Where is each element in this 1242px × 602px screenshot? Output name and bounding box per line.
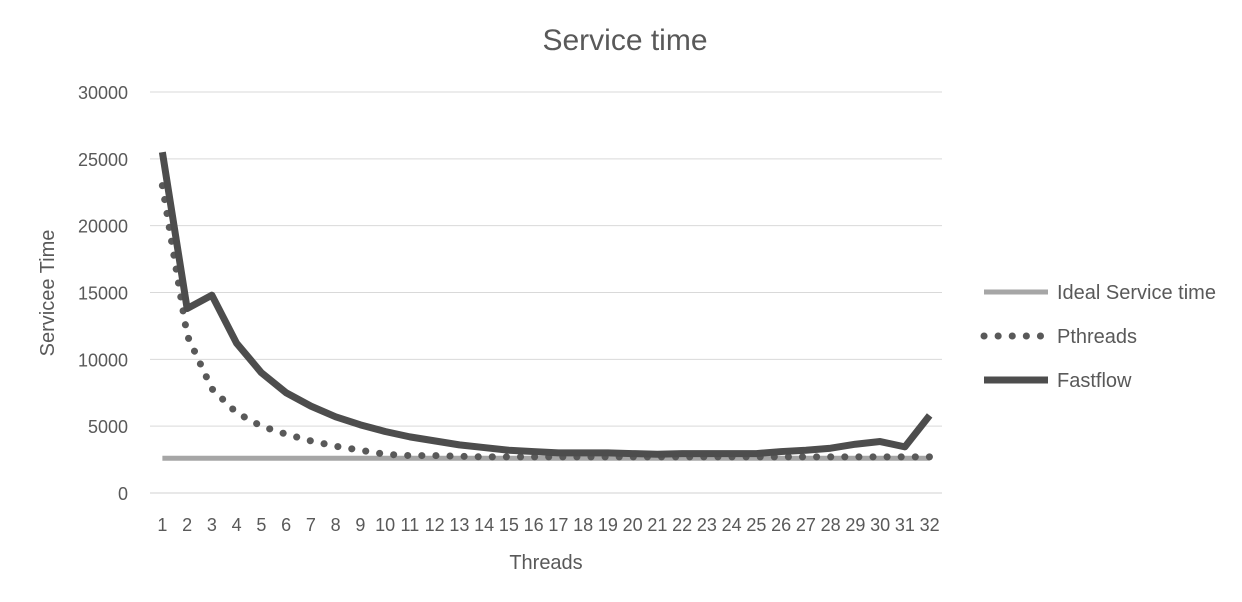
x-tick-label: 18: [573, 515, 593, 535]
x-tick-label: 25: [746, 515, 766, 535]
x-tick-label: 1: [157, 515, 167, 535]
x-tick-label: 14: [474, 515, 494, 535]
y-tick-label: 10000: [78, 350, 128, 370]
x-tick-label: 23: [697, 515, 717, 535]
y-tick-label: 20000: [78, 217, 128, 237]
y-tick-label: 15000: [78, 284, 128, 304]
x-tick-label: 3: [207, 515, 217, 535]
y-tick-label: 30000: [78, 83, 128, 103]
x-tick-label: 7: [306, 515, 316, 535]
x-tick-label: 31: [895, 515, 915, 535]
series-line-fastflow: [158, 151, 933, 458]
x-tick-label: 4: [232, 515, 242, 535]
grid: [150, 91, 942, 494]
x-tick-label: 21: [647, 515, 667, 535]
legend-label: Fastflow: [1057, 370, 1132, 392]
y-tick-label: 5000: [88, 417, 128, 437]
x-tick-label: 17: [548, 515, 568, 535]
x-tick-label: 13: [449, 515, 469, 535]
legend-label: Pthreads: [1057, 326, 1137, 348]
x-tick-label: 20: [623, 515, 643, 535]
x-tick-label: 6: [281, 515, 291, 535]
x-tick-label: 15: [499, 515, 519, 535]
x-tick-label: 29: [845, 515, 865, 535]
x-tick-label: 11: [401, 515, 420, 535]
series-lines: [158, 151, 934, 461]
x-tick-label: 27: [796, 515, 816, 535]
y-tick-label: 0: [118, 484, 128, 504]
x-tick-label: 8: [331, 515, 341, 535]
y-tick-label: 25000: [78, 150, 128, 170]
x-tick-label: 9: [355, 515, 365, 535]
x-tick-label: 19: [598, 515, 618, 535]
x-tick-label: 22: [672, 515, 692, 535]
x-tick-label: 10: [375, 515, 395, 535]
x-tick-label: 30: [870, 515, 890, 535]
x-tick-label: 2: [182, 515, 192, 535]
x-axis-label: Threads: [509, 552, 582, 574]
x-tick-label: 12: [425, 515, 445, 535]
legend: Ideal Service time Pthreads Fastflow: [980, 282, 1216, 392]
chart-title: Service time: [542, 24, 707, 57]
x-tick-label: 28: [821, 515, 841, 535]
legend-label: Ideal Service time: [1057, 282, 1216, 304]
x-tick-label: 32: [920, 515, 940, 535]
x-tick-label: 16: [524, 515, 544, 535]
x-tick-label: 26: [771, 515, 791, 535]
x-axis-ticks: 1 2 3 4 5 6 7 8 9 10 11 12 13 14 15 16 17 18 19 20 21 22 23 24 2…: [157, 515, 939, 535]
series-line-pthreads: [158, 182, 934, 461]
x-tick-label: 5: [256, 515, 266, 535]
y-axis-label: Servicee Time: [37, 230, 59, 357]
y-axis-ticks: 0 5000 10000 15000 20000 25000 30000: [78, 83, 128, 504]
x-tick-label: 24: [722, 515, 742, 535]
